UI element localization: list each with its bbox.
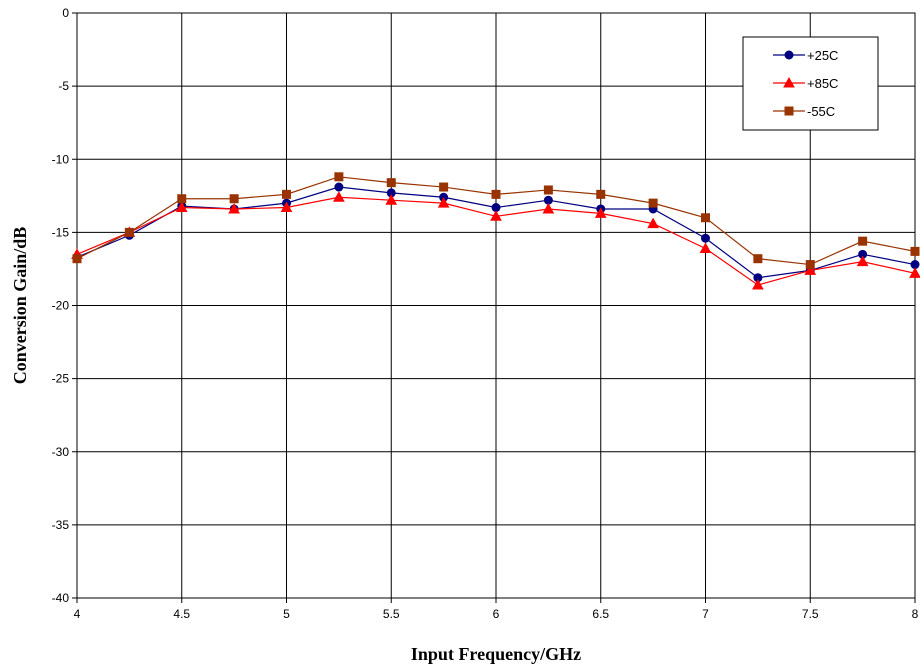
legend-item: +85C: [773, 76, 838, 91]
data-point: [909, 267, 920, 278]
legend-item: -55C: [773, 104, 835, 119]
data-point: [386, 178, 396, 188]
data-point: [594, 207, 607, 218]
x-tick-label: 4.5: [173, 607, 190, 621]
data-point: [699, 242, 712, 253]
data-point: [596, 189, 606, 199]
legend-label: -55C: [807, 104, 835, 119]
data-point: [282, 189, 291, 199]
data-point: [490, 210, 502, 221]
data-point: [648, 198, 658, 208]
x-axis-ticks: 4 4.5 5 5.5 6 6.5 7 7.5 8: [74, 598, 919, 621]
legend-label: +25C: [807, 48, 838, 63]
data-point: [175, 201, 188, 213]
data-point: [177, 194, 187, 204]
data-point: [334, 182, 344, 192]
y-tick-label: -10: [52, 152, 70, 166]
data-point: [804, 264, 817, 275]
y-tick-label: -35: [52, 518, 70, 532]
x-axis-title: Input Frequency/GHz: [411, 644, 581, 664]
data-point: [229, 194, 239, 204]
y-tick-label: -25: [52, 372, 70, 386]
legend-label: +85C: [807, 76, 838, 91]
x-tick-label: 6: [493, 607, 500, 621]
legend-marker: [784, 106, 794, 116]
x-tick-label: 4: [74, 607, 81, 621]
y-tick-label: -15: [52, 225, 70, 239]
y-axis-title: Conversion Gain/dB: [10, 227, 30, 385]
data-point: [491, 189, 501, 199]
legend-marker: [783, 76, 795, 88]
data-point: [124, 227, 134, 237]
series-2: [72, 172, 920, 270]
data-point: [280, 201, 293, 213]
chart-legend: +25C +85C -55C: [742, 36, 879, 131]
data-point: [858, 236, 868, 246]
data-point: [805, 260, 815, 270]
data-point: [333, 191, 345, 202]
data-point: [910, 246, 920, 256]
y-axis-ticks: 0 -5 -10 -15 -20 -25 -30 -35 -40: [52, 6, 77, 605]
y-tick-label: -5: [58, 79, 69, 93]
x-tick-label: 6.5: [592, 607, 609, 621]
y-tick-label: -30: [52, 445, 70, 459]
x-tick-label: 5.5: [383, 607, 400, 621]
data-point: [228, 202, 240, 214]
data-point: [437, 197, 450, 208]
data-point: [647, 217, 659, 229]
data-point: [543, 185, 553, 195]
chart-series: [71, 172, 920, 290]
data-point: [439, 182, 449, 192]
data-point: [856, 255, 869, 267]
x-tick-label: 7: [702, 607, 709, 621]
legend-item: +25C: [773, 48, 838, 63]
x-tick-label: 5: [283, 607, 290, 621]
x-tick-label: 8: [912, 607, 919, 621]
y-tick-label: -20: [52, 299, 70, 313]
y-tick-label: -40: [52, 591, 70, 605]
data-point: [753, 254, 763, 264]
data-point: [334, 172, 344, 182]
data-point: [542, 202, 555, 214]
x-tick-label: 7.5: [802, 607, 819, 621]
data-point: [752, 278, 764, 290]
data-point: [385, 194, 398, 205]
legend-marker: [784, 50, 794, 60]
data-point: [72, 254, 82, 264]
data-point: [701, 213, 710, 223]
y-tick-label: 0: [62, 6, 69, 20]
series-1: [71, 191, 920, 290]
data-point: [701, 233, 710, 243]
legend-box: [742, 36, 879, 131]
